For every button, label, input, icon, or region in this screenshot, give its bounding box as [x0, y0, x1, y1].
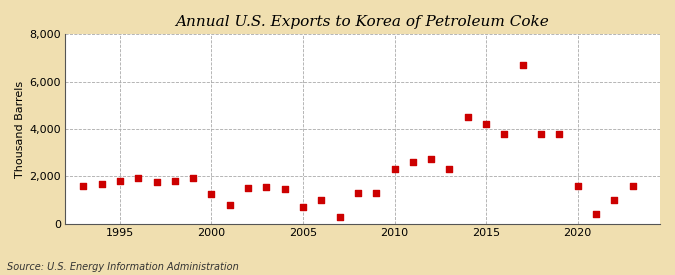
Point: [96, 182, 107, 186]
Point: [279, 187, 290, 192]
Point: [572, 184, 583, 188]
Point: [371, 191, 381, 195]
Y-axis label: Thousand Barrels: Thousand Barrels: [15, 81, 25, 178]
Point: [517, 63, 528, 67]
Point: [169, 179, 180, 183]
Point: [206, 192, 217, 196]
Title: Annual U.S. Exports to Korea of Petroleum Coke: Annual U.S. Exports to Korea of Petroleu…: [176, 15, 549, 29]
Point: [408, 160, 418, 164]
Point: [591, 212, 601, 216]
Point: [188, 175, 198, 180]
Point: [554, 132, 565, 136]
Point: [78, 184, 88, 188]
Point: [352, 191, 363, 195]
Point: [426, 156, 437, 161]
Point: [115, 179, 126, 183]
Point: [444, 167, 455, 172]
Point: [316, 198, 327, 202]
Point: [261, 185, 272, 189]
Point: [242, 186, 253, 191]
Point: [609, 198, 620, 202]
Point: [151, 180, 162, 185]
Point: [389, 167, 400, 172]
Point: [627, 184, 638, 188]
Point: [298, 205, 308, 210]
Point: [334, 214, 345, 219]
Point: [133, 175, 144, 180]
Point: [499, 132, 510, 136]
Point: [481, 122, 491, 127]
Point: [462, 115, 473, 119]
Point: [224, 203, 235, 207]
Text: Source: U.S. Energy Information Administration: Source: U.S. Energy Information Administ…: [7, 262, 238, 272]
Point: [535, 132, 546, 136]
